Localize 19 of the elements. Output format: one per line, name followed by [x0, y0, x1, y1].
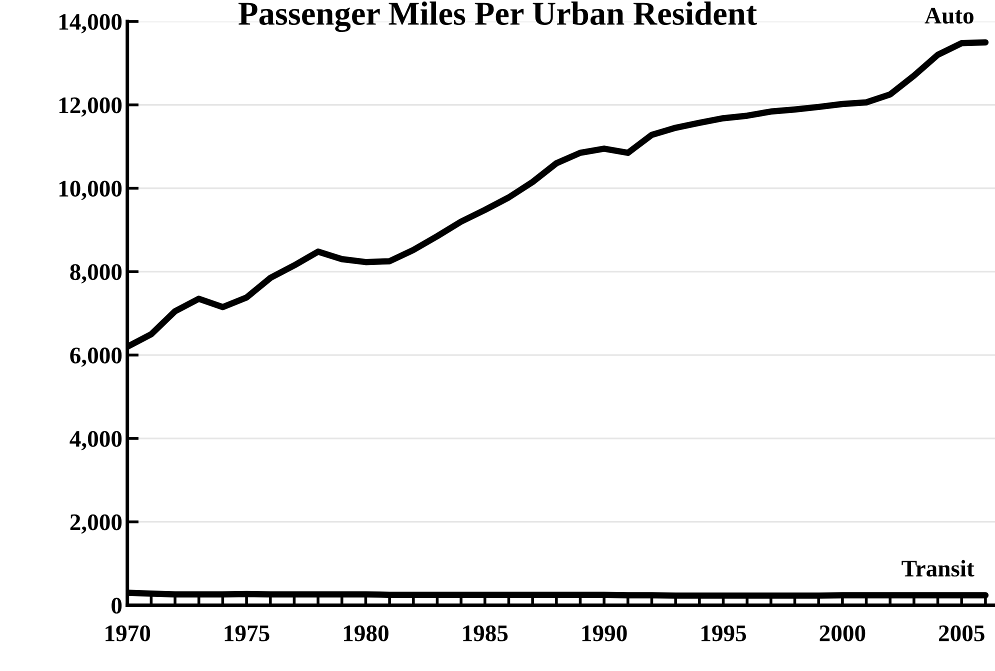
- x-tick-label: 1990: [582, 625, 627, 642]
- y-tick-label: 0: [112, 598, 122, 614]
- x-tick-label: 1980: [344, 625, 388, 642]
- x-tick-label: 2005: [939, 625, 984, 642]
- y-tick-label: 6,000: [70, 348, 122, 367]
- y-tick-label: 8,000: [70, 264, 122, 284]
- x-tick-label: 1985: [463, 625, 508, 642]
- series-label: Auto: [924, 8, 974, 24]
- chart-title: Passenger Miles Per Urban Resident: [238, 2, 757, 32]
- y-tick-label: 2,000: [70, 514, 122, 534]
- y-tick-label: 12,000: [59, 97, 122, 117]
- y-tick-label: 4,000: [70, 430, 122, 450]
- x-tick-label: 1995: [702, 625, 746, 642]
- x-tick-label: 2000: [820, 625, 866, 642]
- y-tick-label: 14,000: [59, 14, 122, 34]
- y-tick-label: 10,000: [59, 180, 122, 200]
- x-tick-label: 1975: [224, 625, 270, 642]
- x-tick-label: 1970: [106, 625, 150, 642]
- series-label: Transit: [902, 560, 974, 577]
